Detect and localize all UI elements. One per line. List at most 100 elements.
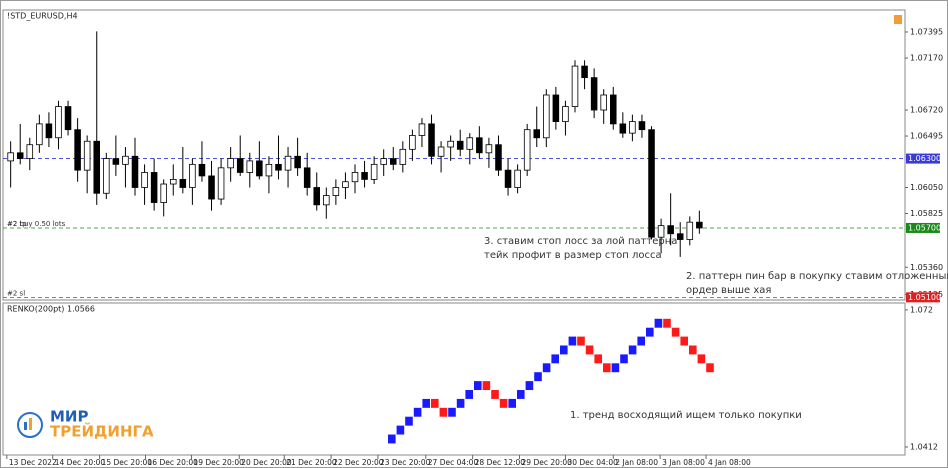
annotation: 1. тренд восходящий ищем только покупки: [570, 410, 802, 421]
x-tick-label: 28 Dec 12:00: [475, 458, 526, 467]
renko-brick: [422, 398, 430, 408]
y-tick-label: 1.0412: [910, 442, 938, 451]
renko-brick: [465, 390, 473, 399]
x-tick-label: 20 Dec 20:00: [241, 458, 292, 467]
candle-body: [303, 167, 311, 188]
candle-body: [246, 160, 254, 173]
level-tag: [906, 292, 940, 303]
candle-body: [26, 144, 34, 159]
y-tick-label: 1.07395: [910, 27, 943, 36]
renko-panel: [2, 302, 906, 456]
candle-body: [638, 121, 646, 131]
candle-body: [543, 94, 550, 139]
renko-brick: [585, 345, 594, 355]
candle-body: [466, 137, 474, 150]
renko-brick: [456, 398, 465, 408]
y-tick-label: 1.072: [910, 305, 933, 314]
candle-body: [122, 155, 129, 165]
level-text: #2 tp: [7, 220, 27, 228]
candle-body: [667, 225, 674, 235]
candle-body: [399, 148, 407, 165]
y-tick-label: 1.06050: [910, 183, 943, 192]
y-tick-label: 1.06720: [910, 106, 943, 115]
renko-brick: [491, 390, 499, 399]
candle-body: [103, 158, 110, 194]
renko-brick: [671, 327, 680, 337]
y-tick-label: 1.07170: [910, 53, 943, 62]
x-tick-label: 19 Dec 20:00: [193, 458, 244, 467]
candle-body: [696, 221, 703, 229]
renko-brick: [577, 336, 585, 346]
candle-body: [227, 158, 234, 169]
logo: МИР ТРЕЙДИНГА: [17, 408, 154, 441]
renko-brick: [439, 407, 448, 417]
annotation: 2. паттерн пин бар в покупку ставим отло…: [686, 271, 948, 282]
candle-body: [581, 65, 588, 79]
renko-brick: [508, 398, 516, 408]
candle-body: [284, 155, 292, 171]
renko-brick: [560, 345, 568, 355]
renko-brick: [551, 354, 559, 364]
candle-body: [437, 146, 445, 157]
candle-body: [179, 178, 187, 188]
candle-body: [160, 183, 167, 203]
candle-body: [370, 163, 378, 180]
candle-body: [16, 152, 24, 159]
logo-text: ТРЕЙДИНГА: [50, 422, 154, 441]
candle-body: [236, 158, 244, 173]
candle-body: [83, 140, 91, 171]
candle-body: [552, 94, 560, 122]
candle-body: [485, 144, 493, 154]
x-tick-label: 29 Dec 20:00: [522, 458, 573, 467]
renko-brick: [663, 318, 671, 328]
annotation: ордер выше хая: [686, 285, 771, 296]
candle-body: [562, 106, 569, 122]
candle-body: [504, 169, 512, 188]
candle-body: [456, 140, 464, 150]
level-label: 1.06300: [908, 154, 941, 163]
renko-brick: [706, 363, 714, 373]
candle-body: [571, 65, 579, 107]
logo-icon: [17, 412, 43, 438]
candle-body: [64, 106, 72, 131]
renko-brick: [620, 354, 628, 364]
renko-brick: [637, 336, 645, 346]
alert-icon[interactable]: [894, 15, 902, 24]
renko-brick: [568, 336, 577, 346]
level-label: 1.05700: [908, 223, 941, 232]
y-tick-label: 1.05360: [910, 263, 943, 272]
x-tick-label: 27 Dec 04:00: [428, 458, 479, 467]
candle-body: [256, 160, 263, 177]
renko-brick: [680, 336, 688, 346]
candle-body: [294, 155, 301, 169]
renko-brick: [396, 425, 405, 435]
candle-body: [476, 137, 483, 154]
renko-brick: [628, 345, 637, 355]
candle-body: [409, 135, 416, 150]
candle-body: [150, 172, 158, 203]
candle-body: [629, 121, 636, 134]
logo-text: МИР: [50, 408, 88, 426]
candle-body: [93, 140, 101, 194]
renko-brick: [654, 318, 663, 328]
renko-brick: [482, 381, 491, 391]
annotation: 3. ставим стоп лосс за лой паттерна: [484, 236, 677, 247]
renko-brick: [603, 363, 611, 373]
candle-body: [265, 163, 273, 177]
candle-body: [36, 123, 43, 146]
candle-body: [7, 152, 14, 162]
x-tick-label: 4 Jan 08:00: [708, 458, 751, 467]
x-tick-label: 30 Dec 04:00: [567, 458, 618, 467]
level-tag: [906, 222, 940, 233]
x-tick-label: 15 Dec 20:00: [102, 458, 153, 467]
renko-brick: [689, 345, 697, 355]
renko-brick: [611, 363, 620, 373]
renko-brick: [525, 381, 534, 391]
logo-icon: [29, 418, 32, 430]
main-panel: [2, 9, 906, 301]
renko-brick: [594, 354, 602, 364]
candle-body: [189, 163, 196, 188]
candle-body: [342, 181, 349, 188]
